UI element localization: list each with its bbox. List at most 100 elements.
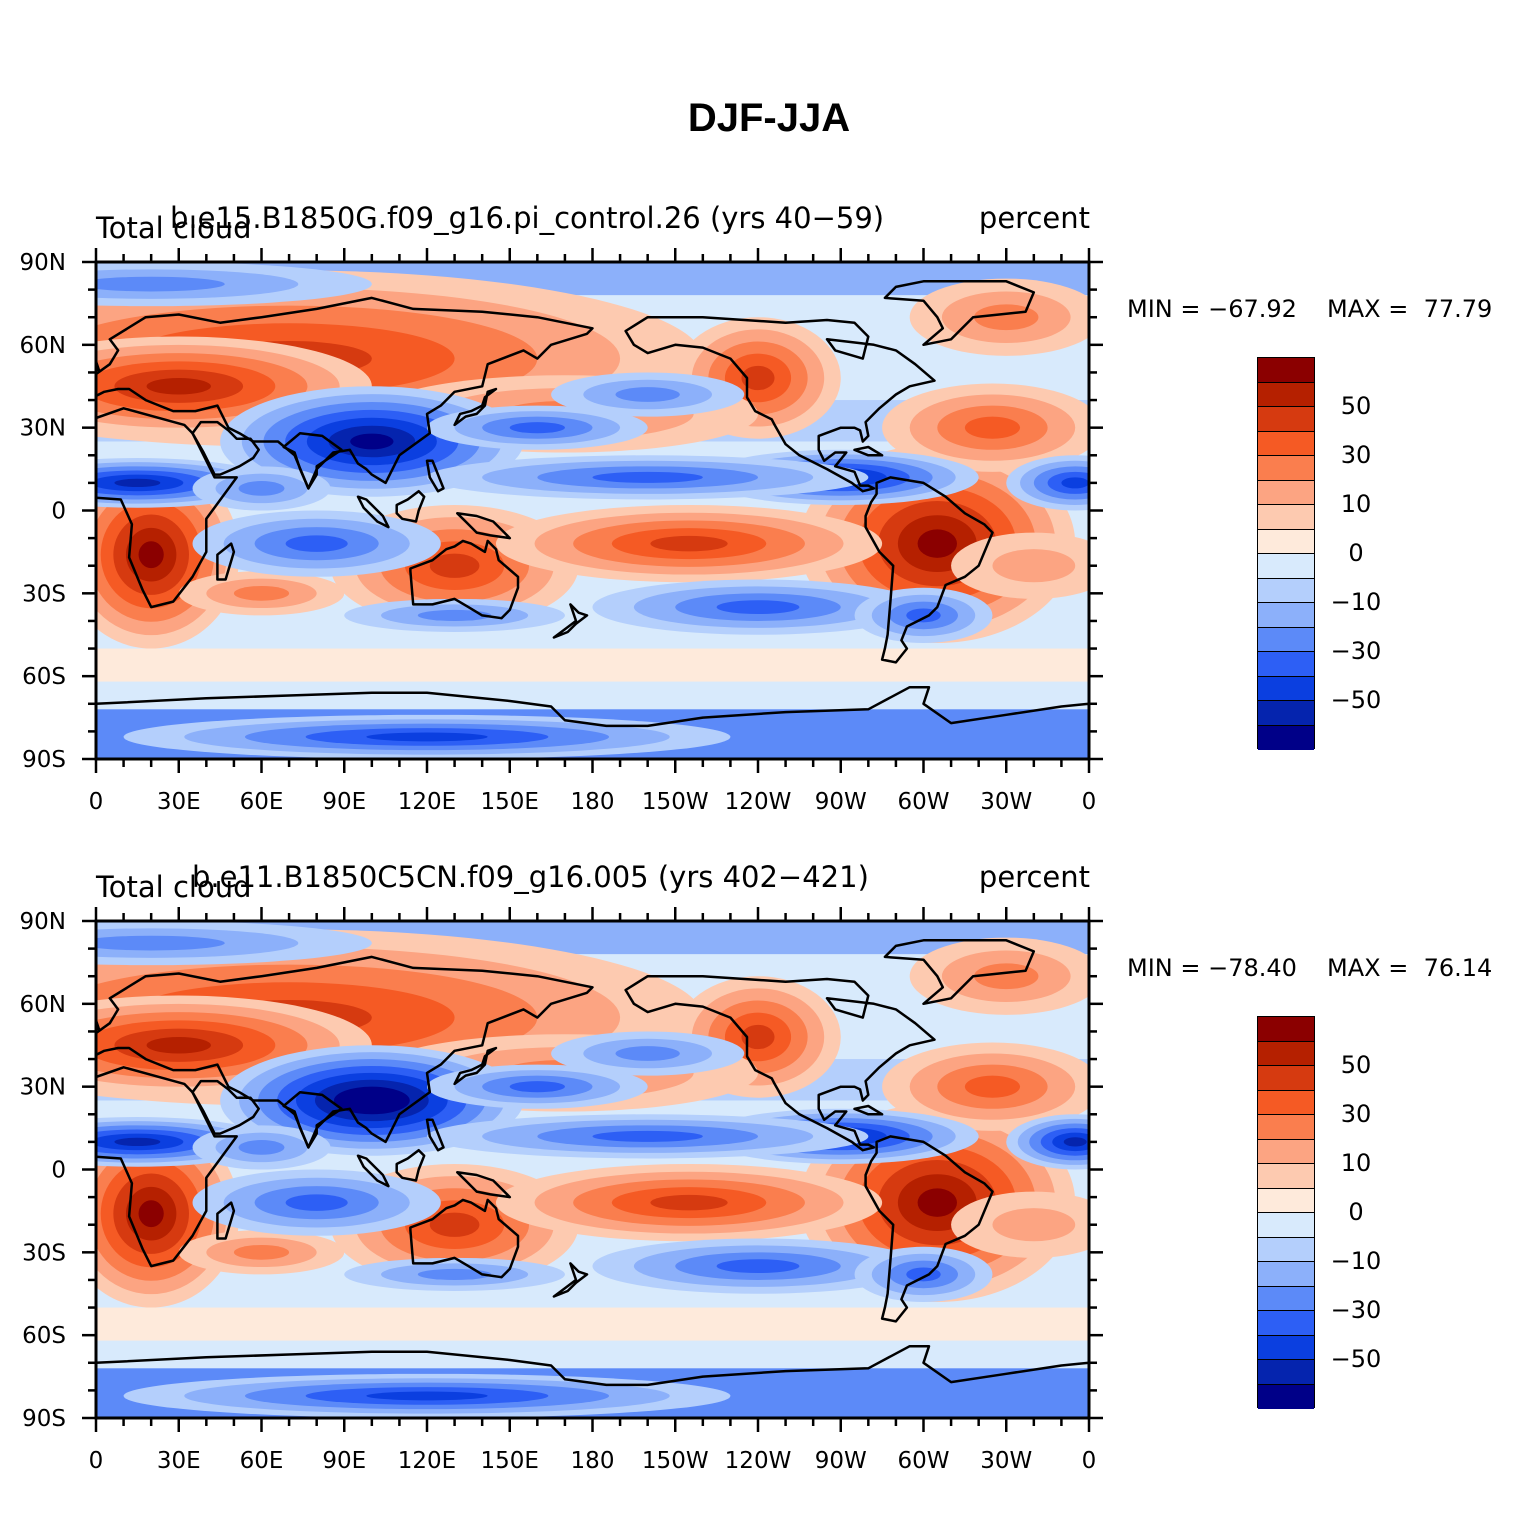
- anomaly-south-atlantic: [992, 549, 1076, 583]
- y-tick-label: 30N: [20, 1075, 66, 1101]
- anomaly-europe: [146, 1036, 211, 1054]
- y-tick-label: 90S: [22, 747, 66, 773]
- colorbar-box: [1258, 701, 1314, 726]
- anomaly-arabian-sea: [238, 1140, 285, 1155]
- coastline-greenland: [883, 280, 1036, 347]
- anomaly-europe: [146, 377, 211, 395]
- coastline-japan: [453, 1046, 498, 1086]
- anomaly-south-indian: [285, 535, 348, 552]
- anomaly-south-indian: [285, 1194, 348, 1211]
- colorbar: [1257, 357, 1315, 750]
- y-tick-label: 90S: [22, 1406, 66, 1432]
- anomaly-north-atlantic: [964, 1075, 1021, 1098]
- map-panel-2: 0 30E 60E 90E 120E 150E 180 150W 120W 90W 60W 30W 0 9…: [0, 659, 1538, 1475]
- x-tick-label: 60E: [240, 1448, 284, 1474]
- colorbar-box: [1258, 603, 1314, 628]
- colorbar-box: [1258, 1237, 1314, 1262]
- coastline-arabia: [191, 1079, 260, 1135]
- colorbar-box: [1258, 1335, 1314, 1360]
- coastline-new-zealand: [552, 603, 589, 639]
- colorbar-box: [1258, 407, 1314, 432]
- coastline-sumatra: [356, 495, 390, 529]
- anomaly-indian-ocean: [233, 1244, 290, 1260]
- colorbar-box: [1258, 382, 1314, 407]
- x-tick-label: 90W: [815, 789, 867, 815]
- max-value-label: MAX = 77.79: [1327, 295, 1493, 323]
- coastline-madagascar: [216, 542, 236, 581]
- anomaly-greenland: [974, 963, 1039, 990]
- coastline-india: [282, 431, 343, 490]
- coastline-cuba: [853, 1104, 884, 1116]
- anomaly-west-pacific: [509, 1081, 565, 1093]
- x-tick-label: 90E: [322, 1448, 366, 1474]
- southern-ocean-band: [96, 1307, 1089, 1341]
- x-tick-label: 60W: [897, 789, 949, 815]
- coastline-south-america: [864, 476, 994, 664]
- southern-ocean-band-2: [96, 1340, 1089, 1369]
- colorbar-box: [1258, 1286, 1314, 1311]
- x-tick-label: 0: [1082, 1448, 1097, 1474]
- anomaly-aleutian: [615, 387, 680, 402]
- anomaly-south-atlantic: [992, 1208, 1076, 1242]
- map-panel-1: 0 30E 60E 90E 120E 150E 180 150W 120W 90W 60W 30W 0 9…: [0, 0, 1538, 816]
- y-tick-label: 30S: [22, 581, 66, 607]
- x-tick-label: 120E: [398, 789, 456, 815]
- coastline-australia: [409, 539, 520, 620]
- colorbar-box: [1258, 1188, 1314, 1213]
- map-plot: 0 30E 60E 90E 120E 150E 180 150W 120W 90W 60W 30W 09…: [20, 907, 1103, 1474]
- figure-title: DJF-JJA: [687, 96, 851, 140]
- colorbar-label: 30: [1340, 1100, 1372, 1128]
- x-tick-label: 120W: [725, 1448, 792, 1474]
- y-tick-label: 60S: [22, 664, 66, 690]
- x-tick-label: 0: [89, 1448, 104, 1474]
- y-tick-label: 30S: [22, 1240, 66, 1266]
- coastline-africa: [96, 407, 238, 609]
- colorbar-label: −30: [1330, 1296, 1382, 1324]
- x-tick-label: 90W: [815, 1448, 867, 1474]
- coastline-antarctica: [96, 1344, 1089, 1418]
- coastline-eurasia: [96, 296, 594, 490]
- panel-units-label: percent: [978, 201, 1090, 235]
- coastline-madagascar: [216, 1201, 236, 1240]
- anomaly-sahel: [114, 1137, 161, 1147]
- panel-units-label: percent: [978, 860, 1090, 894]
- filled-contours: [96, 921, 1089, 1418]
- colorbar-label: 10: [1340, 1149, 1372, 1177]
- coastline-north-america: [624, 315, 936, 493]
- coastline-eurasia: [96, 955, 594, 1149]
- anomaly-south-asia: [352, 1093, 391, 1108]
- panel-variable-label: Total cloud: [96, 870, 252, 904]
- colorbar-box: [1258, 725, 1314, 750]
- anomaly-atlantic-itcz: [1061, 477, 1089, 489]
- coastline-philippines: [425, 1118, 445, 1152]
- colorbar-box: [1258, 529, 1314, 554]
- colorbar-label: 30: [1340, 441, 1372, 469]
- x-tick-label: 30W: [980, 789, 1032, 815]
- colorbar-box: [1258, 358, 1314, 383]
- anomaly-northwest-america: [741, 365, 775, 391]
- colorbar-box: [1258, 1041, 1314, 1066]
- anomaly-southern-africa: [138, 1200, 164, 1228]
- anomaly-south-pacific: [650, 535, 728, 552]
- coastline-greenland: [883, 939, 1036, 1006]
- x-tick-label: 30E: [157, 789, 201, 815]
- panel-case-label: b.e15.B1850G.f09_g16.pi_control.26 (yrs …: [170, 201, 885, 235]
- x-tick-label: 180: [571, 1448, 615, 1474]
- x-tick-label: 150W: [642, 1448, 709, 1474]
- colorbar-box: [1258, 505, 1314, 530]
- anomaly-arabian-sea: [238, 481, 285, 496]
- colorbar-box: [1258, 1017, 1314, 1042]
- colorbar-label: 50: [1340, 1051, 1372, 1079]
- coastline-antarctica: [96, 685, 1089, 759]
- anomaly-west-pacific: [509, 422, 565, 434]
- y-tick-label: 90N: [20, 909, 66, 935]
- coastline-south-america: [864, 1135, 994, 1323]
- colorbar-box: [1258, 1066, 1314, 1091]
- x-tick-label: 180: [571, 789, 615, 815]
- colorbar-box: [1258, 1139, 1314, 1164]
- anomaly-south-pacific-midlat: [716, 600, 800, 615]
- coastline-sumatra: [356, 1154, 390, 1188]
- y-tick-label: 60N: [20, 333, 66, 359]
- colorbar-box: [1258, 456, 1314, 481]
- x-tick-label: 150E: [481, 789, 539, 815]
